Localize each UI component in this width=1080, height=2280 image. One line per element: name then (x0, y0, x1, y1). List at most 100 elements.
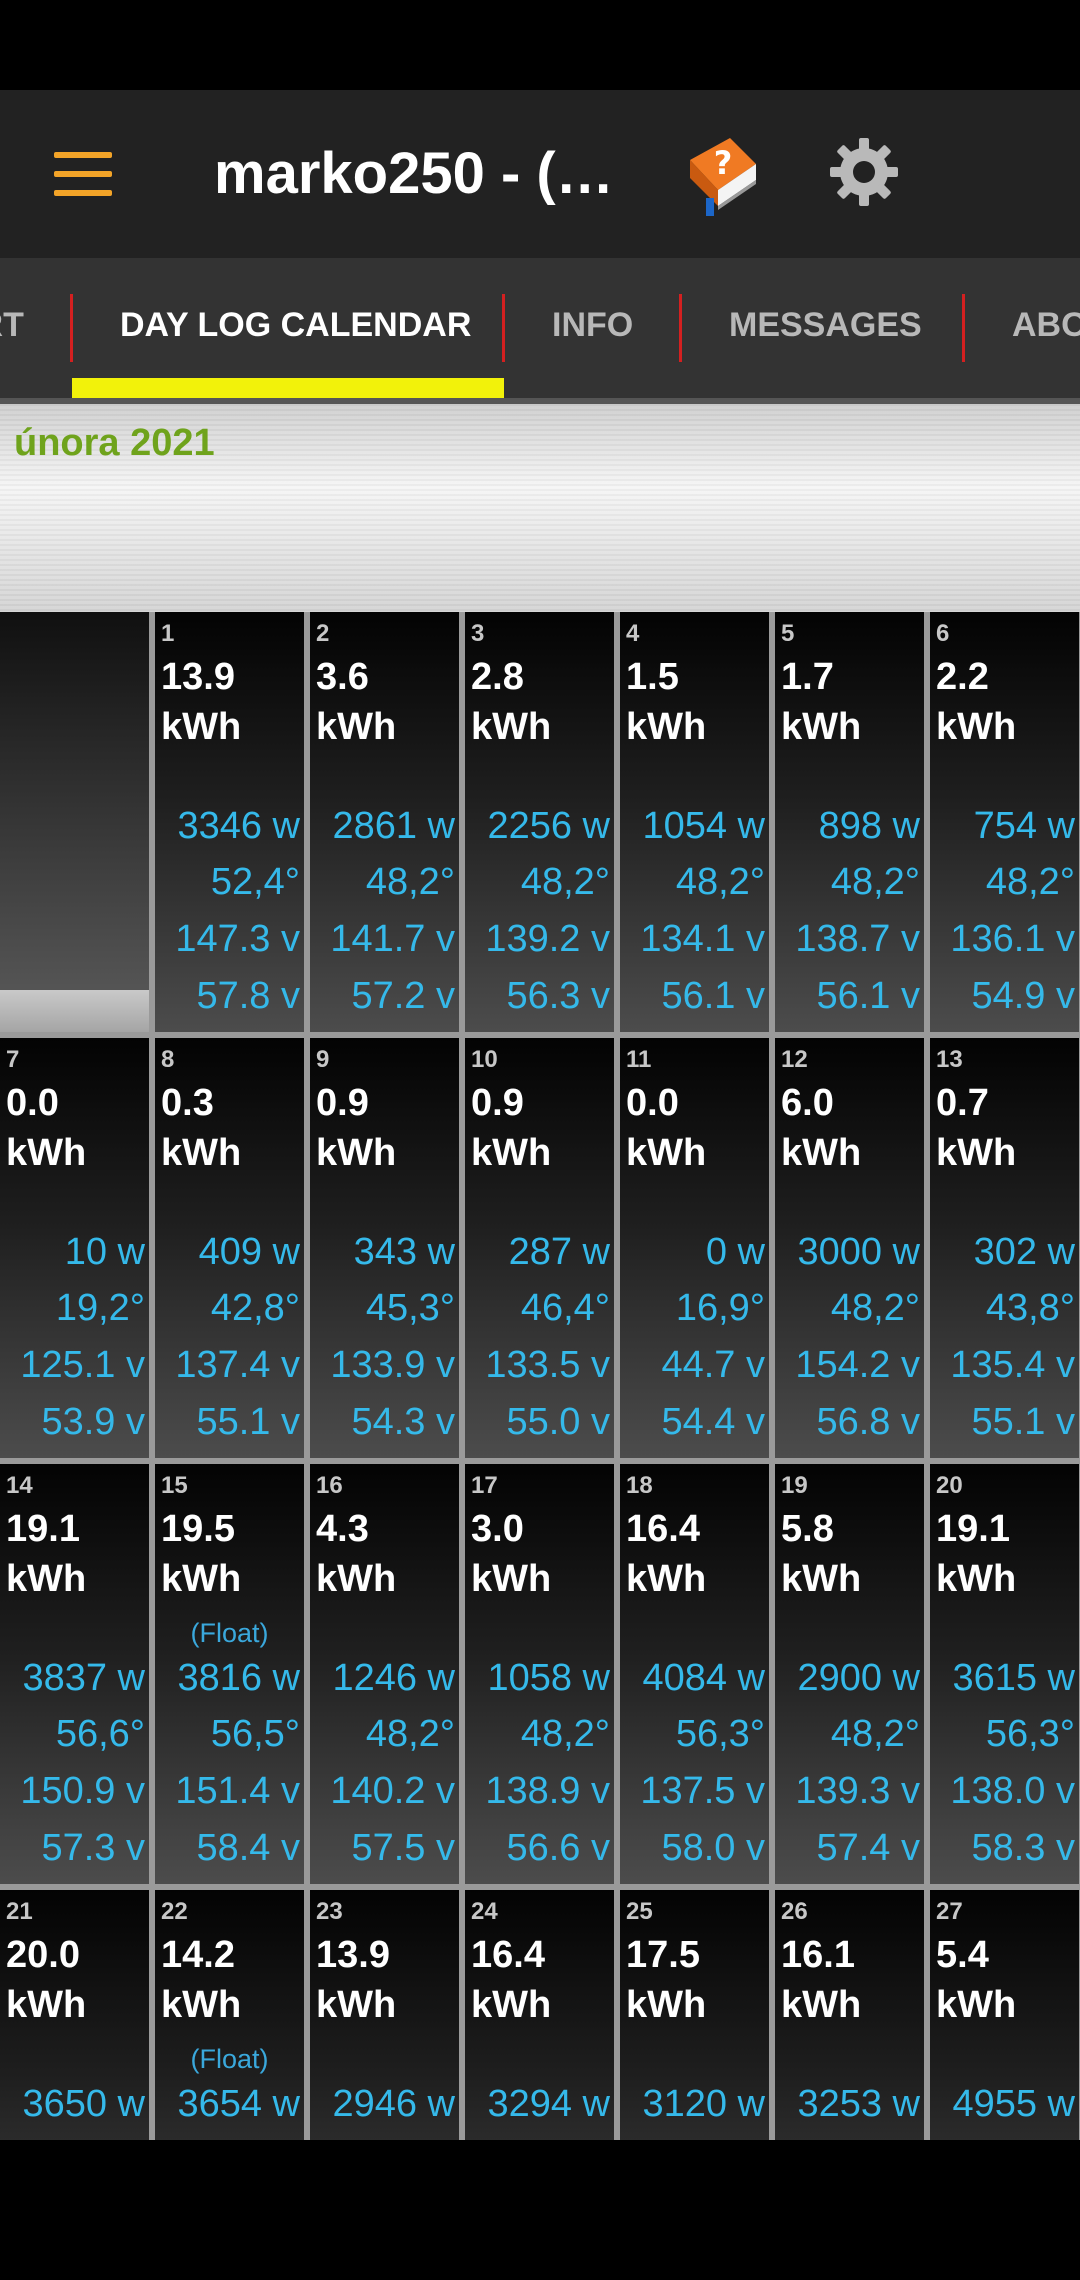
energy-unit: kWh (936, 706, 1017, 748)
calendar-day-cell[interactable]: 25 17.5 kWh 3120 w (620, 1890, 769, 2140)
tab-info[interactable]: INFO (552, 306, 634, 344)
battery-voltage-value: 57.5 v (351, 1827, 455, 1869)
tab-divider (502, 294, 505, 362)
temperature-value: 19,2° (55, 1287, 145, 1329)
calendar-day-cell[interactable]: 9 0.9 kWh 343 w 45,3° 133.9 v 54.3 v (310, 1038, 459, 1458)
calendar-day-cell[interactable]: 14 19.1 kWh 3837 w 56,6° 150.9 v 57.3 v (0, 1464, 149, 1884)
calendar-day-cell[interactable]: 24 16.4 kWh 3294 w (465, 1890, 614, 2140)
peak-power-value: 287 w (508, 1231, 610, 1273)
calendar-day-cell[interactable]: 7 0.0 kWh 10 w 19,2° 125.1 v 53.9 v (0, 1038, 149, 1458)
energy-value: 14.2 (161, 1934, 235, 1976)
peak-power-value: 3650 w (22, 2083, 145, 2125)
energy-unit: kWh (316, 706, 397, 748)
energy-value: 4.3 (316, 1508, 369, 1550)
month-title: února 2021 (14, 422, 215, 464)
calendar-day-cell[interactable]: 21 20.0 kWh 3650 w (0, 1890, 149, 2140)
calendar-day-cell[interactable]: 26 16.1 kWh 3253 w (775, 1890, 924, 2140)
battery-voltage-value: 55.0 v (506, 1401, 610, 1443)
calendar-day-cell[interactable]: 23 13.9 kWh 2946 w (310, 1890, 459, 2140)
energy-value: 3.6 (316, 656, 369, 698)
energy-value: 0.0 (6, 1082, 59, 1124)
battery-voltage-value: 53.9 v (41, 1401, 145, 1443)
pv-voltage-value: 133.9 v (330, 1344, 455, 1386)
calendar-day-cell[interactable]: 11 0.0 kWh 0 w 16,9° 44.7 v 54.4 v (620, 1038, 769, 1458)
day-number: 14 (6, 1472, 33, 1499)
tab-bar: ART DAY LOG CALENDAR INFO MESSAGES ABOUT (0, 258, 1080, 398)
calendar-day-cell[interactable]: 15 19.5 kWh (Float) 3816 w 56,5° 151.4 v 58.4 v (155, 1464, 304, 1884)
temperature-value: 48,2° (830, 1713, 920, 1755)
energy-value: 3.0 (471, 1508, 524, 1550)
peak-power-value: 2861 w (332, 805, 455, 847)
calendar-day-cell[interactable]: 19 5.8 kWh 2900 w 48,2° 139.3 v 57.4 v (775, 1464, 924, 1884)
peak-power-value: 3346 w (177, 805, 300, 847)
calendar-day-cell[interactable]: 27 5.4 kWh 4955 w (930, 1890, 1079, 2140)
peak-power-value: 754 w (973, 805, 1075, 847)
battery-voltage-value: 58.4 v (196, 1827, 300, 1869)
gear-icon[interactable] (826, 134, 902, 210)
day-number: 27 (936, 1898, 963, 1925)
temperature-value: 48,2° (365, 1713, 455, 1755)
calendar-day-cell[interactable]: 4 1.5 kWh 1054 w 48,2° 134.1 v 56.1 v (620, 612, 769, 1032)
energy-value: 1.7 (781, 656, 834, 698)
active-tab-indicator (72, 378, 504, 398)
energy-value: 2.2 (936, 656, 989, 698)
energy-unit: kWh (626, 1558, 707, 1600)
calendar-day-cell[interactable]: 1 13.9 kWh 3346 w 52,4° 147.3 v 57.8 v (155, 612, 304, 1032)
pv-voltage-value: 139.3 v (795, 1770, 920, 1812)
tab-report[interactable]: ART (0, 306, 24, 344)
energy-value: 13.9 (161, 656, 235, 698)
calendar-day-cell[interactable]: 20 19.1 kWh 3615 w 56,3° 138.0 v 58.3 v (930, 1464, 1079, 1884)
calendar-day-cell[interactable]: 13 0.7 kWh 302 w 43,8° 135.4 v 55.1 v (930, 1038, 1079, 1458)
temperature-value: 48,2° (520, 1713, 610, 1755)
pv-voltage-value: 150.9 v (20, 1770, 145, 1812)
calendar-day-cell[interactable]: 12 6.0 kWh 3000 w 48,2° 154.2 v 56.8 v (775, 1038, 924, 1458)
energy-value: 13.9 (316, 1934, 390, 1976)
day-number: 10 (471, 1046, 498, 1073)
calendar-day-cell[interactable]: 18 16.4 kWh 4084 w 56,3° 137.5 v 58.0 v (620, 1464, 769, 1884)
battery-voltage-value: 56.1 v (661, 975, 765, 1017)
energy-value: 16.1 (781, 1934, 855, 1976)
peak-power-value: 343 w (353, 1231, 455, 1273)
energy-value: 0.0 (626, 1082, 679, 1124)
pv-voltage-value: 134.1 v (640, 918, 765, 960)
tab-messages[interactable]: MESSAGES (729, 306, 922, 344)
tab-divider (679, 294, 682, 362)
calendar-day-cell[interactable]: 22 14.2 kWh (Float) 3654 w (155, 1890, 304, 2140)
calendar-day-cell[interactable]: 10 0.9 kWh 287 w 46,4° 133.5 v 55.0 v (465, 1038, 614, 1458)
calendar-day-cell[interactable]: 16 4.3 kWh 1246 w 48,2° 140.2 v 57.5 v (310, 1464, 459, 1884)
calendar-day-cell[interactable]: 5 1.7 kWh 898 w 48,2° 138.7 v 56.1 v (775, 612, 924, 1032)
peak-power-value: 0 w (705, 1231, 765, 1273)
battery-voltage-value: 54.9 v (971, 975, 1075, 1017)
peak-power-value: 3000 w (797, 1231, 920, 1273)
day-number: 12 (781, 1046, 808, 1073)
energy-unit: kWh (316, 1132, 397, 1174)
calendar-day-cell[interactable]: 3 2.8 kWh 2256 w 48,2° 139.2 v 56.3 v (465, 612, 614, 1032)
day-number: 4 (626, 620, 640, 647)
tab-about[interactable]: ABOUT (1012, 306, 1080, 344)
pv-voltage-value: 147.3 v (175, 918, 300, 960)
battery-voltage-value: 57.8 v (196, 975, 300, 1017)
peak-power-value: 3120 w (642, 2083, 765, 2125)
battery-voltage-value: 57.2 v (351, 975, 455, 1017)
energy-unit: kWh (781, 1558, 862, 1600)
peak-power-value: 4084 w (642, 1657, 765, 1699)
tab-day-log-calendar[interactable]: DAY LOG CALENDAR (120, 306, 472, 344)
energy-value: 5.8 (781, 1508, 834, 1550)
status-bar (0, 0, 1080, 90)
temperature-value: 46,4° (520, 1287, 610, 1329)
energy-unit: kWh (471, 706, 552, 748)
help-book-icon[interactable]: ? (676, 130, 764, 218)
calendar-day-cell[interactable]: 6 2.2 kWh 754 w 48,2° 136.1 v 54.9 v (930, 612, 1079, 1032)
day-number: 25 (626, 1898, 653, 1925)
peak-power-value: 1246 w (332, 1657, 455, 1699)
energy-value: 1.5 (626, 656, 679, 698)
battery-voltage-value: 56.1 v (816, 975, 920, 1017)
hamburger-menu-icon[interactable] (54, 152, 112, 196)
peak-power-value: 2900 w (797, 1657, 920, 1699)
calendar-day-cell[interactable]: 8 0.3 kWh 409 w 42,8° 137.4 v 55.1 v (155, 1038, 304, 1458)
energy-unit: kWh (626, 706, 707, 748)
battery-voltage-value: 55.1 v (971, 1401, 1075, 1443)
day-number: 23 (316, 1898, 343, 1925)
calendar-day-cell[interactable]: 2 3.6 kWh 2861 w 48,2° 141.7 v 57.2 v (310, 612, 459, 1032)
calendar-day-cell[interactable]: 17 3.0 kWh 1058 w 48,2° 138.9 v 56.6 v (465, 1464, 614, 1884)
